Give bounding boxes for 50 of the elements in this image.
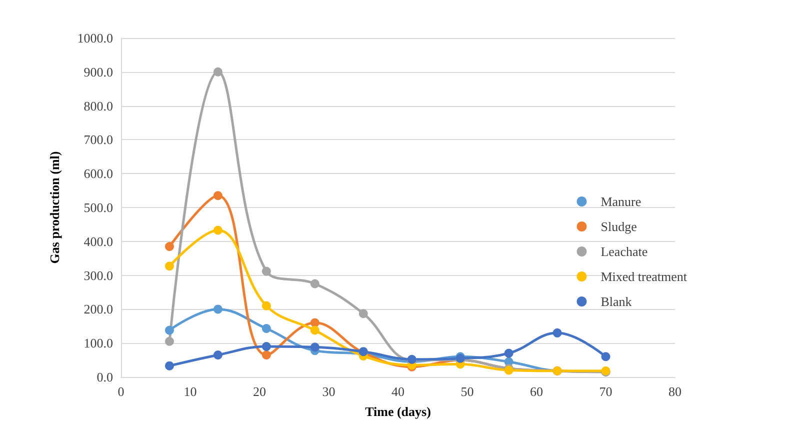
point (552, 328, 562, 338)
x-tick-label: 80 (668, 384, 682, 399)
y-tick-label: 600.0 (84, 166, 113, 182)
y-tick-label: 1000.0 (77, 30, 113, 46)
x-tick-label: 60 (530, 384, 543, 399)
point (213, 191, 222, 200)
y-tick-label: 300.0 (84, 268, 113, 283)
point (262, 324, 271, 334)
point (310, 318, 320, 328)
y-tick-label: 400.0 (84, 234, 113, 249)
legend-label: Leachate (600, 244, 648, 259)
legend-label: Manure (600, 194, 642, 209)
y-tick-label: 0.0 (96, 370, 113, 384)
point (601, 352, 610, 362)
point (213, 226, 222, 235)
y-tick-label: 700.0 (84, 132, 113, 148)
point (358, 309, 368, 318)
x-tick-label: 20 (253, 384, 266, 399)
y-tick-label: 800.0 (84, 98, 113, 114)
point (262, 301, 271, 310)
x-tick-label: 40 (392, 384, 404, 399)
x-axis-title: Time (days) (365, 404, 431, 419)
point (164, 336, 174, 346)
y-tick-label: 500.0 (84, 200, 113, 215)
point (310, 279, 320, 288)
x-tick-label: 70 (599, 384, 612, 399)
point (213, 67, 222, 76)
point (213, 304, 222, 314)
x-tick-label: 30 (322, 384, 336, 399)
point (262, 350, 271, 360)
x-tick-label: 0 (118, 384, 124, 399)
point (213, 350, 222, 360)
y-axis-title: Gas production (ml) (47, 151, 62, 264)
point (504, 348, 514, 358)
y-tick-label: 900.0 (84, 64, 113, 80)
point (164, 326, 174, 335)
legend-label: Mixed treatment (600, 269, 688, 284)
point (262, 342, 271, 351)
point (310, 342, 320, 352)
y-tick-label: 100.0 (84, 336, 113, 351)
legend-label: Sludge (600, 219, 638, 234)
y-tick-label: 200.0 (84, 302, 113, 317)
point (262, 266, 271, 276)
point (164, 262, 174, 271)
point (164, 361, 174, 370)
x-tick-label: 10 (184, 384, 197, 399)
point (310, 326, 320, 335)
x-tick-label: 50 (460, 384, 474, 399)
point (164, 242, 174, 251)
legend-label: Blank (600, 294, 632, 309)
